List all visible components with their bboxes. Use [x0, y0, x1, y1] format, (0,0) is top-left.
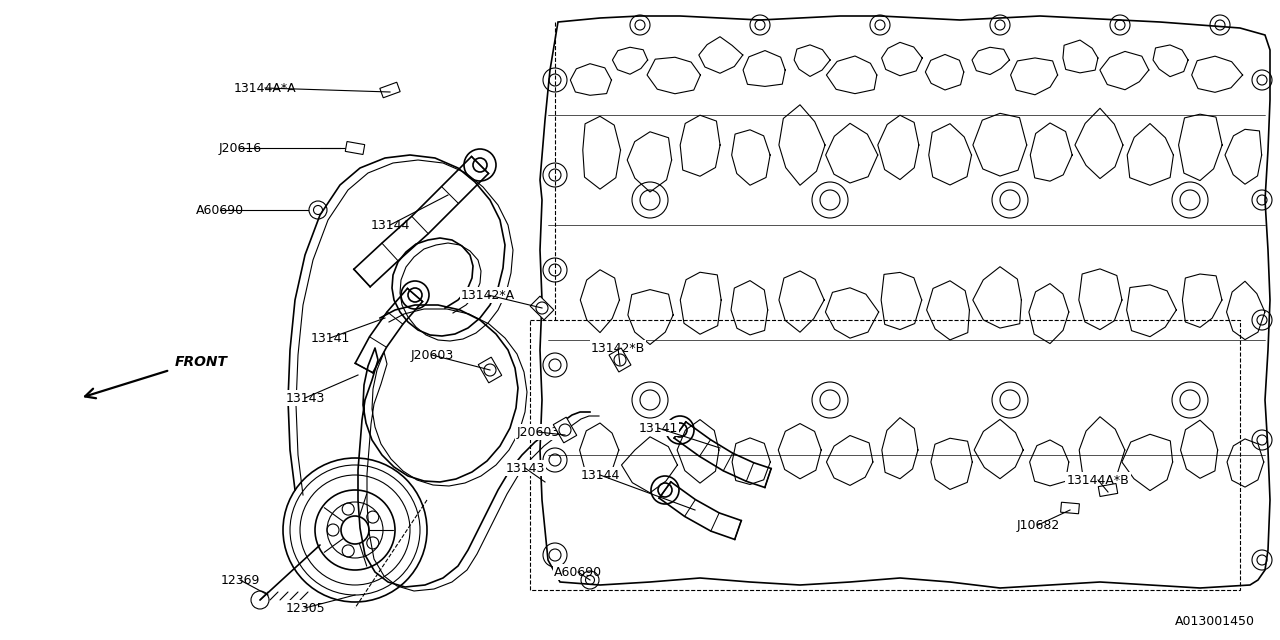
Text: A60690: A60690	[554, 566, 602, 579]
Text: 13143: 13143	[285, 392, 325, 404]
Polygon shape	[609, 348, 631, 372]
Text: 12305: 12305	[285, 602, 325, 614]
Text: J20616: J20616	[219, 141, 261, 154]
Text: 13144A*B: 13144A*B	[1066, 474, 1129, 486]
Polygon shape	[1061, 502, 1079, 514]
Polygon shape	[1098, 483, 1117, 497]
Text: 13141: 13141	[639, 422, 677, 435]
Text: 12369: 12369	[220, 573, 260, 586]
Text: A013001450: A013001450	[1175, 615, 1254, 628]
Text: 13142*B: 13142*B	[591, 342, 645, 355]
Text: 13143: 13143	[506, 461, 545, 474]
Text: 13141: 13141	[310, 332, 349, 344]
Text: A60690: A60690	[196, 204, 244, 216]
Text: 13144A*A: 13144A*A	[234, 81, 296, 95]
Text: J10682: J10682	[1016, 518, 1060, 531]
Text: 13144: 13144	[580, 468, 620, 481]
Text: FRONT: FRONT	[175, 355, 228, 369]
Polygon shape	[553, 417, 577, 443]
Text: J20603: J20603	[411, 349, 453, 362]
Polygon shape	[530, 296, 554, 320]
Text: J20603: J20603	[516, 426, 559, 438]
Text: 13142*A: 13142*A	[461, 289, 515, 301]
Polygon shape	[479, 357, 502, 383]
Text: 13144: 13144	[370, 218, 410, 232]
Polygon shape	[346, 141, 365, 154]
Polygon shape	[380, 82, 401, 98]
